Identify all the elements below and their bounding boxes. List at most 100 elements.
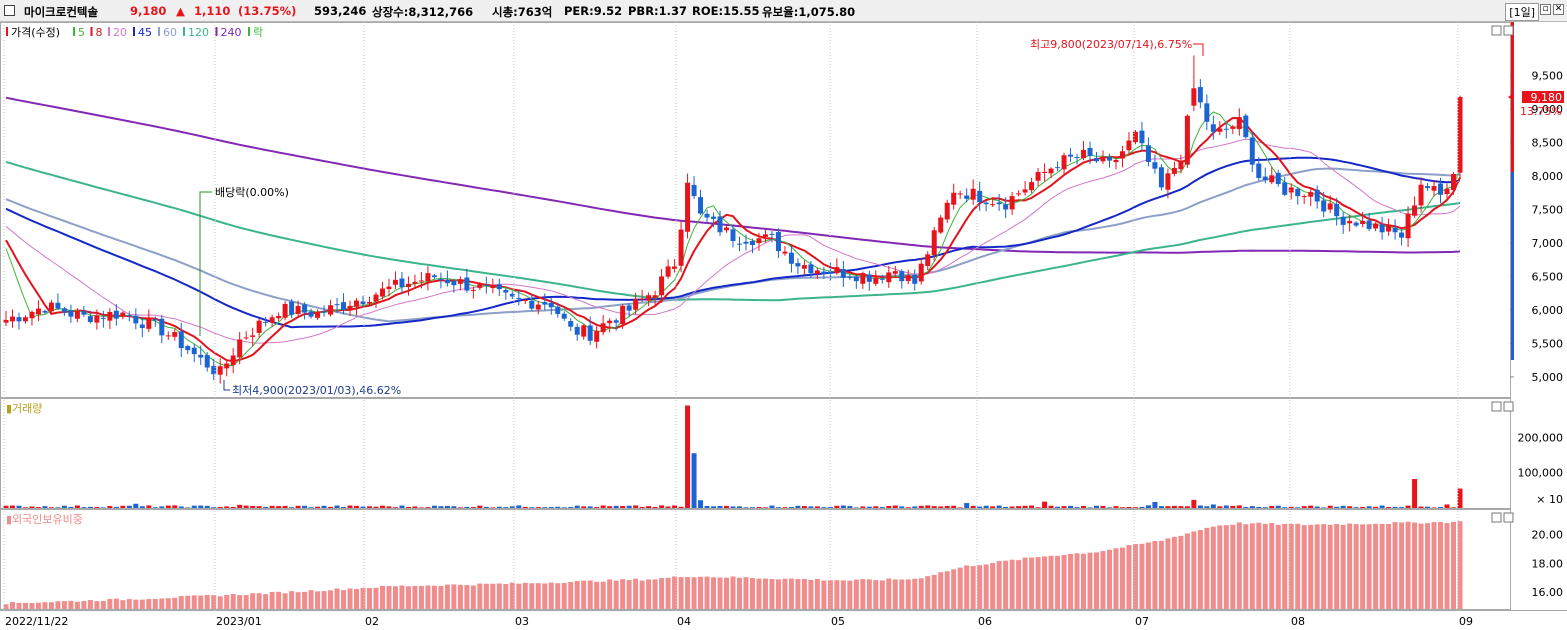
- foreign-bar: [743, 577, 749, 609]
- minimize-icon[interactable]: ▫: [1540, 4, 1551, 15]
- panel-minimize-icon: [1491, 512, 1502, 523]
- candle-body: [964, 195, 970, 199]
- volume-bar: [814, 506, 820, 508]
- foreign-bar: [1275, 524, 1281, 609]
- volume-bar: [698, 500, 704, 508]
- candle-body: [3, 319, 9, 323]
- foreign-bar: [1210, 526, 1216, 609]
- foreign-bar: [321, 591, 327, 609]
- volume-bar: [1366, 506, 1372, 508]
- foreign-bar: [535, 583, 541, 609]
- candle-body: [1178, 161, 1184, 170]
- foreign-bar: [983, 564, 989, 609]
- foreign-bar: [1243, 524, 1249, 609]
- foreign-bar: [879, 580, 885, 609]
- volume-bar: [990, 506, 996, 508]
- candle-body: [451, 280, 457, 286]
- volume-bar: [1061, 506, 1067, 508]
- candle-body: [1223, 128, 1229, 130]
- ma-120-line: [5, 160, 1461, 302]
- volume-bar: [412, 506, 418, 508]
- candle-body: [178, 331, 184, 349]
- foreign-bar: [120, 600, 126, 609]
- foreign-bar: [191, 595, 197, 609]
- candle-body: [879, 278, 885, 280]
- volume-bar: [1106, 507, 1112, 508]
- volume-bar: [457, 507, 463, 508]
- legend-label-2: 8: [96, 26, 103, 39]
- volume-bar: [685, 405, 691, 508]
- volume-bar: [795, 505, 801, 508]
- price-panel: [0, 22, 1511, 398]
- foreign-bar: [334, 588, 340, 609]
- volume-bar: [126, 505, 132, 508]
- candle-body: [970, 188, 976, 200]
- foreign-bar: [1399, 522, 1405, 609]
- volume-bar: [931, 506, 937, 508]
- volume-bar: [360, 506, 366, 508]
- foreign-bar: [35, 602, 41, 609]
- candle-body: [113, 310, 119, 319]
- foreign-bar: [711, 577, 717, 609]
- candle-body: [405, 283, 411, 288]
- volume-bar: [347, 505, 353, 508]
- volume-bar: [1230, 505, 1236, 508]
- foreign-bar: [1412, 522, 1418, 609]
- volume-bar: [29, 506, 35, 508]
- candle-body: [412, 281, 418, 284]
- candle-body: [892, 271, 898, 274]
- candle-body: [16, 317, 22, 322]
- price-axis-tick: 8,500: [1532, 137, 1564, 150]
- close-icon[interactable]: ✕: [1553, 4, 1564, 15]
- foreign-bar: [1262, 523, 1268, 609]
- candle-body: [392, 279, 398, 285]
- candle-body: [639, 298, 645, 300]
- candle-body: [840, 268, 846, 278]
- volume-bar: [74, 505, 80, 508]
- candle-body: [587, 325, 593, 341]
- candle-body: [243, 337, 249, 339]
- candle-body: [263, 321, 269, 323]
- volume-bar: [341, 507, 347, 508]
- candle-body: [1074, 156, 1080, 158]
- candle-body: [555, 306, 561, 314]
- volume-bar: [470, 507, 476, 508]
- foreign-bar: [938, 572, 944, 609]
- candle-body: [282, 303, 288, 318]
- candle-body: [1360, 220, 1366, 224]
- volume-bar: [120, 505, 126, 508]
- foreign-bar: [392, 586, 398, 609]
- volume-bar: [165, 505, 171, 508]
- candle-body: [61, 308, 67, 313]
- foreign-bar: [860, 579, 866, 609]
- volume-bar: [983, 505, 989, 508]
- volume-bar: [386, 506, 392, 508]
- foreign-bar: [282, 593, 288, 609]
- volume-bar: [756, 507, 762, 508]
- volume-bar: [581, 506, 587, 508]
- candle-body: [749, 241, 755, 245]
- ma-20-line: [5, 138, 1461, 344]
- volume-bar: [646, 506, 652, 508]
- foreign-bar: [412, 586, 418, 609]
- volume-bar: [847, 506, 853, 508]
- candle-body: [633, 299, 639, 310]
- foreign-panel: [0, 509, 1511, 610]
- volume-bar: [1100, 505, 1106, 508]
- foreign-bar: [788, 578, 794, 609]
- volume-bar: [678, 506, 684, 508]
- volume-bar: [198, 505, 204, 508]
- select-checkbox[interactable]: [4, 5, 15, 16]
- legend-swatch: [73, 27, 75, 36]
- candle-body: [81, 311, 87, 315]
- candle-body: [1399, 232, 1405, 238]
- candle-body: [133, 315, 139, 324]
- volume-bar: [1386, 507, 1392, 508]
- volume-bar: [503, 507, 509, 508]
- foreign-bar: [1217, 525, 1223, 609]
- candle-body: [756, 238, 762, 244]
- stock-name[interactable]: 마이크로컨텍솔: [24, 5, 99, 19]
- volume-bar: [1022, 505, 1028, 508]
- period-selector[interactable]: [1일]: [1505, 3, 1539, 21]
